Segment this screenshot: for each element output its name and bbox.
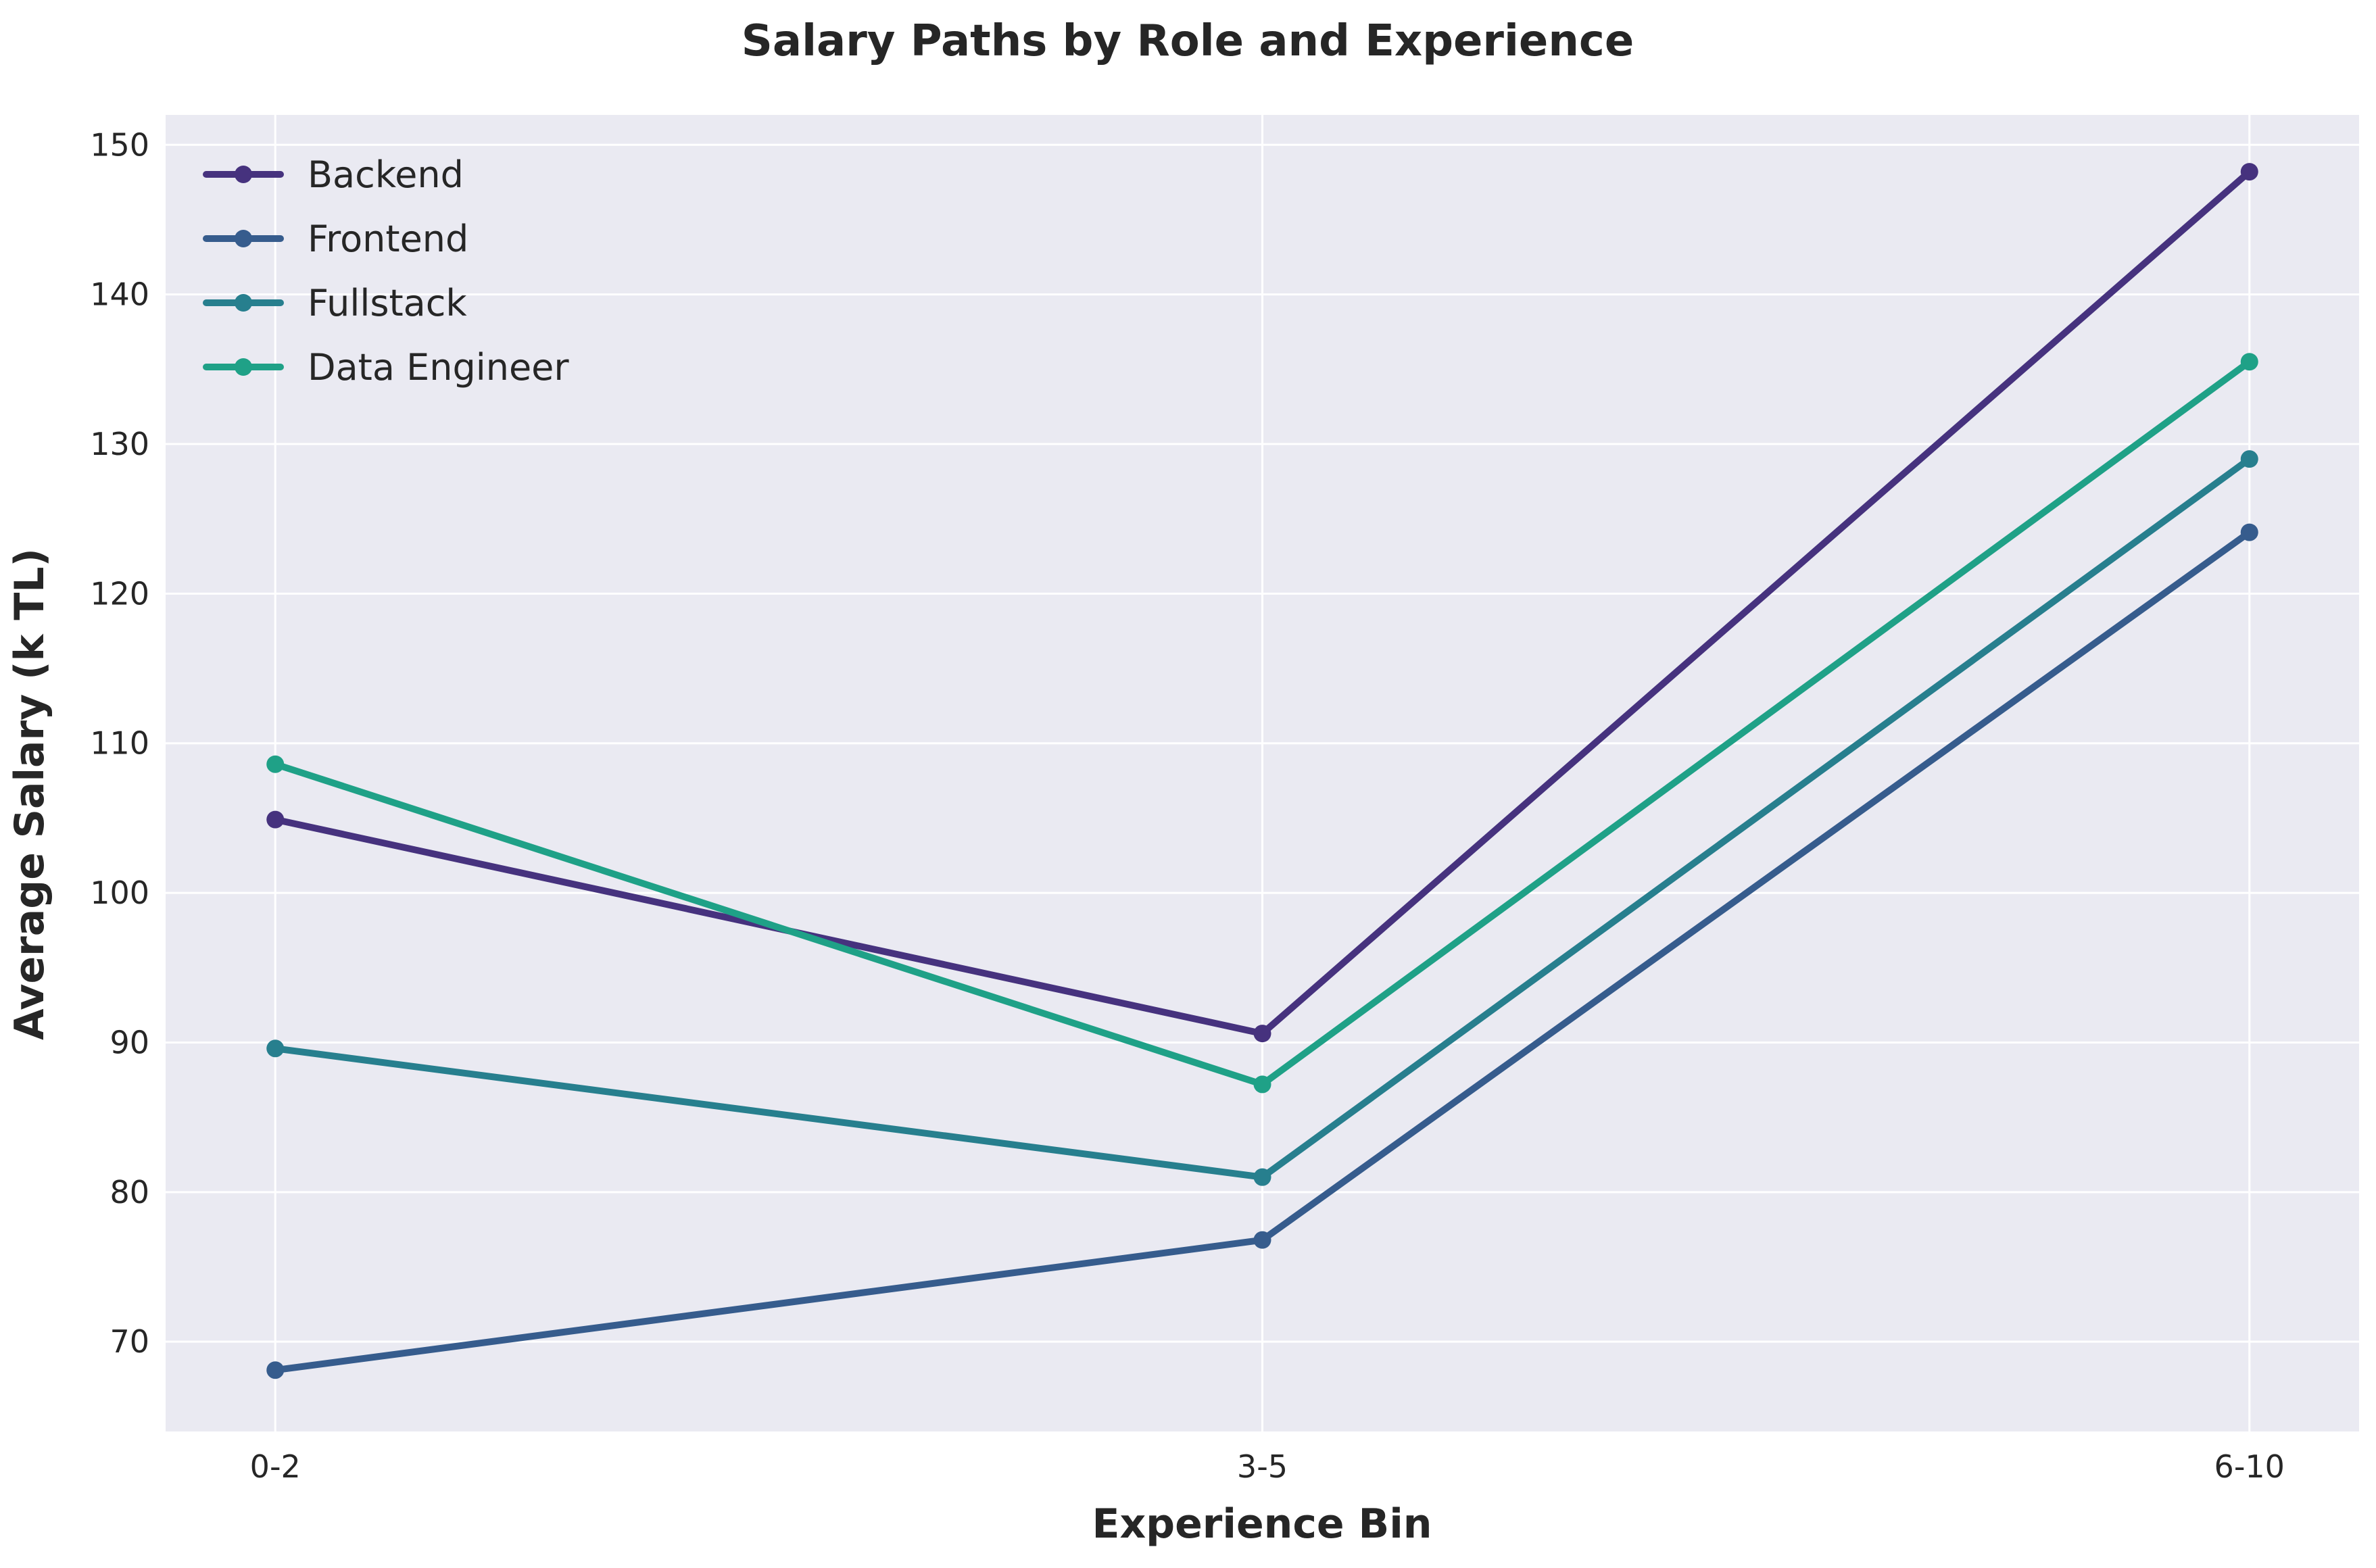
legend-item: Data Engineer <box>203 346 569 389</box>
data-point <box>1253 1075 1271 1094</box>
data-point <box>266 1361 285 1379</box>
series-frontend <box>266 523 2258 1379</box>
y-tick-label: 140 <box>90 276 149 313</box>
y-tick-label: 70 <box>110 1323 149 1360</box>
series-backend <box>266 163 2258 1043</box>
y-tick-label: 150 <box>90 126 149 163</box>
y-tick-label: 100 <box>90 875 149 911</box>
y-tick-label: 90 <box>110 1024 149 1060</box>
legend-marker <box>235 166 252 183</box>
chart-title: Salary Paths by Role and Experience <box>742 16 1634 66</box>
legend-label: Frontend <box>308 218 468 260</box>
data-point <box>1253 1168 1271 1186</box>
x-axis-label: Experience Bin <box>1092 1500 1432 1548</box>
data-point <box>266 1039 285 1058</box>
y-tick-label: 80 <box>110 1174 149 1210</box>
x-tick-label: 6-10 <box>2214 1448 2285 1485</box>
series-fullstack <box>266 450 2258 1186</box>
legend: Backend Frontend Fullstack Data Engineer <box>203 153 569 389</box>
x-tick-label: 3-5 <box>1237 1448 1288 1485</box>
legend-label: Data Engineer <box>308 346 569 389</box>
y-tick-label: 130 <box>90 426 149 462</box>
legend-item: Frontend <box>203 218 468 260</box>
data-point <box>266 810 285 829</box>
y-tick-label: 120 <box>90 575 149 612</box>
data-point <box>2240 450 2258 468</box>
legend-item: Backend <box>203 153 464 196</box>
x-tick-label: 0-2 <box>250 1448 301 1485</box>
legend-item: Fullstack <box>203 282 467 324</box>
data-point <box>266 755 285 773</box>
series-data-engineer <box>266 353 2258 1094</box>
y-axis-label: Average Salary (k TL) <box>6 548 53 1040</box>
plot-area: 70 80 90 100 110 120 130 140 150 0-2 3-5 6-10 <box>90 115 2359 1485</box>
data-point <box>2240 353 2258 371</box>
legend-label: Backend <box>308 153 464 196</box>
data-point <box>1253 1025 1271 1043</box>
data-point <box>1253 1231 1271 1249</box>
legend-marker <box>235 358 252 376</box>
y-tick-label: 110 <box>90 725 149 762</box>
legend-label: Fullstack <box>308 282 467 324</box>
data-point <box>2240 163 2258 181</box>
legend-marker <box>235 230 252 247</box>
legend-marker <box>235 294 252 312</box>
data-point <box>2240 523 2258 541</box>
